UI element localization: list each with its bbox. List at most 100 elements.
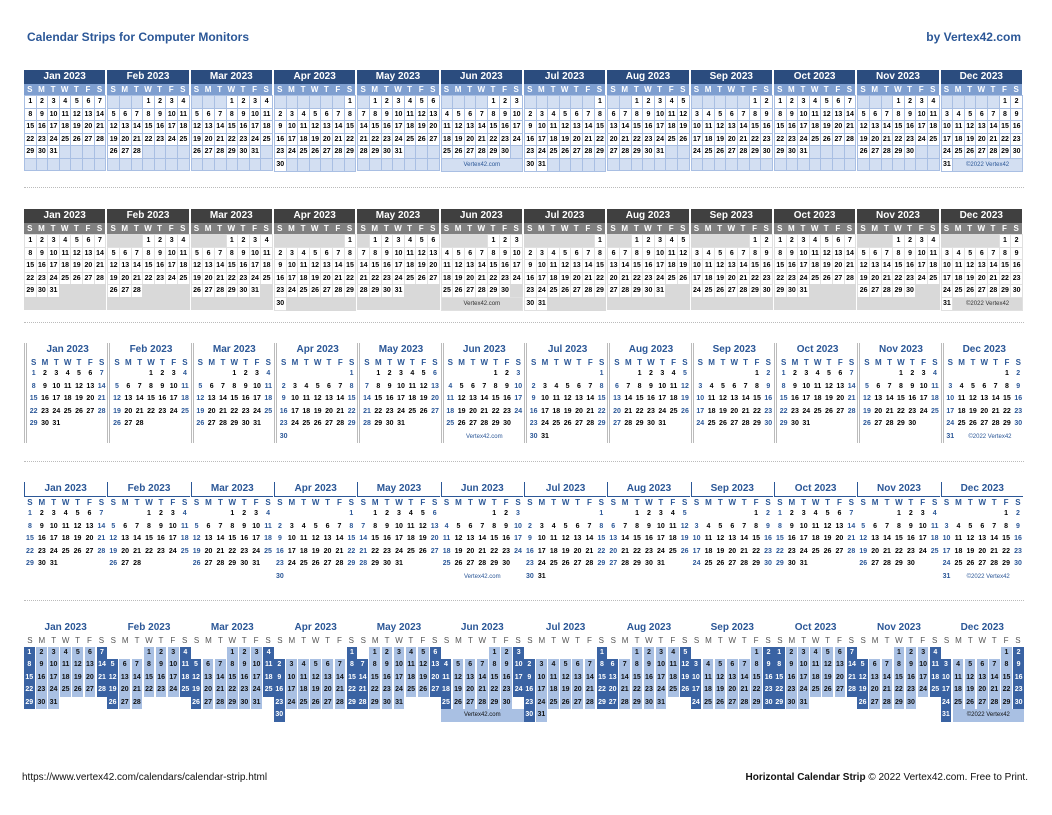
week-row	[773, 157, 857, 171]
week-row: 11 12 13 14 15 16 17	[440, 671, 524, 685]
empty-cell	[560, 709, 571, 722]
empty-cell	[869, 508, 881, 521]
day-cell: 19	[714, 684, 726, 697]
empty-cell	[323, 431, 334, 444]
week-row	[24, 571, 107, 584]
day-cell: 2	[504, 510, 509, 517]
day-cell: 13	[728, 535, 737, 542]
footer-url[interactable]: https://www.vertex42.com/calendars/calen…	[22, 772, 268, 783]
day-cell: 8	[27, 522, 32, 530]
day-cell: 15	[347, 395, 356, 402]
day-cell: 7	[221, 382, 225, 390]
day-cell: 7	[99, 510, 104, 517]
day-cell: 13	[874, 395, 883, 402]
day-cell: 25	[957, 420, 966, 427]
week-row: 26 27 28 29 30 31	[190, 696, 274, 710]
empty-cell	[322, 647, 333, 660]
week-row: 11 12 13 14 15 16 17	[440, 259, 523, 274]
day-cell: 5	[198, 382, 203, 390]
empty-cell	[893, 571, 905, 584]
vertex42-link[interactable]: Vertex42.com	[440, 709, 524, 722]
day-cell: 1	[1004, 370, 1009, 377]
day-cell: 19	[419, 395, 428, 402]
day-cell: 14	[881, 671, 893, 685]
empty-cell	[679, 431, 690, 444]
day-cell: 25	[813, 407, 822, 415]
month-title: Aug 2023	[626, 622, 672, 633]
month-title: Oct 2023	[773, 70, 856, 84]
day-cell: 6	[873, 522, 878, 530]
weekday-label: T	[303, 358, 309, 367]
weekday-label: S	[346, 85, 353, 94]
day-cell: 12	[563, 395, 572, 402]
empty-cell	[548, 571, 560, 584]
day-cell: 9	[523, 671, 535, 685]
day-cell: 27	[607, 696, 618, 710]
day-cell: 2	[505, 370, 509, 377]
day-cell: 11	[550, 535, 558, 542]
month: Jun 2023 S M T W T F S 1 2 3 4 5 6 7 8 9 10 11 12 13 14 15 16 17…	[440, 482, 524, 583]
day-cell: 20	[207, 407, 216, 415]
day-cell: 14	[334, 671, 346, 685]
vertex42-link[interactable]: Vertex42.com	[463, 573, 501, 580]
weekday-label: S	[180, 224, 186, 233]
day-cell: 4	[667, 646, 679, 660]
day-cell: 28	[847, 407, 856, 415]
empty-cell	[941, 508, 953, 521]
day-cell: 26	[825, 407, 833, 415]
day-cell: 11	[707, 395, 716, 402]
weekday-label: F	[335, 224, 341, 233]
day-cell: 12	[109, 535, 118, 542]
day-cell: 21	[93, 259, 107, 274]
week-row: 24 25 26 27 28 29 30	[691, 558, 774, 571]
weekday-label: S	[27, 85, 33, 94]
day-cell: 21	[478, 547, 487, 555]
day-cell: 8	[230, 522, 235, 530]
day-cell: 11	[813, 382, 822, 390]
weekday-label: M	[455, 636, 462, 645]
weekday-label: W	[561, 636, 570, 645]
empty-cell	[703, 508, 715, 521]
day-cell: 16	[764, 535, 772, 542]
empty-cell	[134, 431, 145, 444]
day-cell: 6	[615, 382, 619, 390]
vertex42-link[interactable]: Vertex42.com	[440, 296, 523, 311]
weekday-label: T	[490, 224, 496, 233]
vertex42-link[interactable]: Vertex42.com	[440, 157, 523, 172]
weekday-label: F	[835, 85, 841, 94]
day-cell: 13	[871, 535, 880, 542]
weekday-label: S	[527, 85, 533, 94]
empty-cell	[562, 368, 573, 381]
vertex42-link[interactable]: Vertex42.com	[465, 433, 503, 440]
day-cell: 9	[273, 671, 285, 685]
day-cell: 16	[502, 535, 510, 542]
week-row: 11 12 13 14 15 16 17	[445, 393, 524, 406]
empty-cell	[607, 571, 619, 584]
day-cell: 24	[48, 684, 59, 697]
day-cell: 18	[704, 547, 713, 555]
weekday-label: S	[860, 636, 866, 645]
weekday-label: T	[301, 498, 307, 507]
day-cell: 19	[822, 671, 834, 685]
day-cell: 27	[874, 420, 883, 427]
day-cell: 25	[707, 420, 716, 427]
weekday-label: T	[467, 85, 473, 94]
day-cell: 17	[940, 684, 952, 697]
empty-cell	[143, 558, 155, 571]
day-cell: 31	[537, 572, 546, 580]
weekday-label: T	[241, 498, 247, 507]
empty-cell	[715, 647, 726, 660]
weekday-label: W	[647, 358, 655, 367]
week-row: 13 14 15 16 17 18 19	[607, 671, 691, 685]
day-cell: 29	[631, 696, 643, 710]
week-row: 19 20 21 22 23 24 25	[190, 271, 273, 286]
day-cell: 7	[992, 522, 997, 530]
day-cell: 24	[917, 684, 929, 697]
weekday-label: S	[265, 358, 271, 367]
day-cell: 5	[115, 382, 119, 390]
day-cell: 23	[529, 420, 538, 427]
day-cell: 30	[1014, 420, 1023, 427]
day-cell: 3	[397, 510, 401, 517]
week-row: 22 23 24 25 26 27 28	[773, 132, 857, 147]
